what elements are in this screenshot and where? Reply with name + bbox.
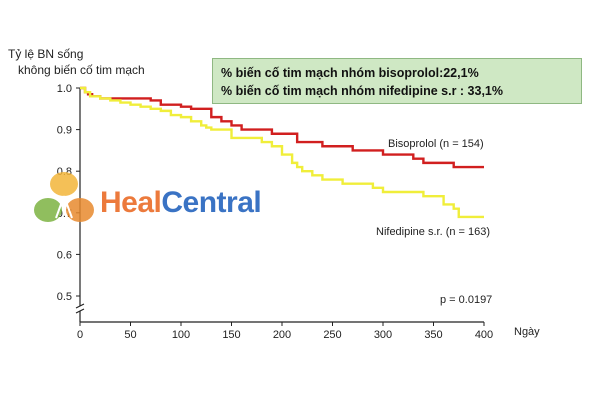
y-axis-label-line-1: Tỷ lệ BN sống — [8, 47, 84, 61]
y-tick-label: 1.0 — [57, 83, 72, 95]
y-tick-label: 0.5 — [57, 291, 72, 303]
x-axis-label: Ngày — [514, 326, 540, 338]
x-tick-label: 100 — [172, 329, 190, 341]
x-tick-label: 350 — [424, 329, 442, 341]
x-tick-label: 50 — [124, 329, 136, 341]
y-axis-label-line-2: không biến cố tim mạch — [18, 63, 145, 77]
series-label-nifedipine: Nifedipine s.r. (n = 163) — [376, 226, 491, 238]
chart-ticks: 0.50.60.70.80.91.00501001502002503003504… — [57, 83, 493, 341]
series-label-bisoprolol: Bisoprolol (n = 154) — [388, 138, 484, 150]
x-tick-label: 250 — [323, 329, 341, 341]
healcentral-logo-icon — [34, 172, 94, 222]
y-tick-label: 0.9 — [57, 125, 72, 137]
healcentral-watermark: HealCentral — [100, 186, 262, 220]
x-tick-label: 0 — [77, 329, 83, 341]
series-line-nifedipine — [80, 86, 484, 219]
x-tick-label: 150 — [222, 329, 240, 341]
x-tick-label: 400 — [475, 329, 493, 341]
event-rate-bisoprolol: % biến cố tim mạch nhóm bisoprolol:22,1% — [221, 66, 479, 80]
y-axis-label: Tỷ lệ BN sống không biến cố tim mạch — [8, 46, 145, 78]
watermark-heal: Heal — [100, 186, 162, 219]
x-tick-label: 200 — [273, 329, 291, 341]
watermark-central: Central — [161, 186, 262, 219]
p-value: p = 0.0197 — [440, 294, 493, 306]
chart-series — [80, 86, 484, 219]
y-tick-label: 0.6 — [57, 249, 72, 261]
x-tick-label: 300 — [374, 329, 392, 341]
event-rate-nifedipine: % biến cố tim mạch nhóm nifedipine s.r :… — [221, 84, 504, 98]
event-rate-box: % biến cố tim mạch nhóm bisoprolol:22,1%… — [212, 58, 582, 104]
